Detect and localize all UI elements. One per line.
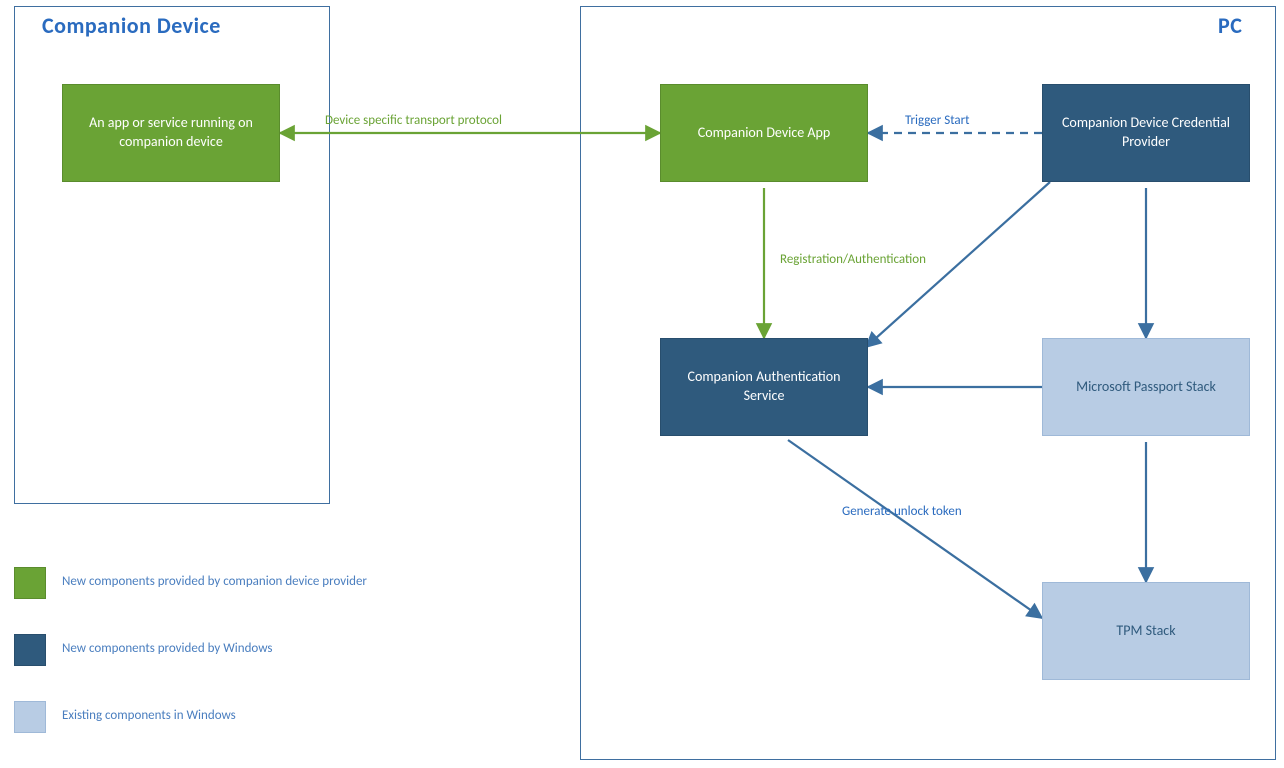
legend-label-darkblue: New components provided by Windows [62,641,272,656]
edge-label-trigger: Trigger Start [905,113,970,128]
edge-label-gen_token: Generate unlock token [842,504,962,519]
edge-label-reg_auth: Registration/Authentication [780,252,926,267]
panel-companion-device [14,6,330,504]
node-tpm-stack: TPM Stack [1042,582,1250,680]
legend-label-green: New components provided by companion dev… [62,574,367,589]
edge-label-transport: Device specific transport protocol [325,113,502,128]
node-auth-service: Companion Authentication Service [660,338,868,436]
legend-swatch-darkblue [14,634,46,666]
panel-pc-title: PC [1218,12,1242,39]
diagram-canvas: Companion Device PC An app or service ru… [0,0,1284,768]
node-companion-device-app: Companion Device App [660,84,868,182]
node-credential-provider: Companion Device Credential Provider [1042,84,1250,182]
legend-label-lightblue: Existing components in Windows [62,708,236,723]
legend-swatch-lightblue [14,701,46,733]
node-app-service: An app or service running on companion d… [62,84,280,182]
node-passport-stack: Microsoft Passport Stack [1042,338,1250,436]
panel-companion-title: Companion Device [42,12,221,39]
legend-swatch-green [14,567,46,599]
